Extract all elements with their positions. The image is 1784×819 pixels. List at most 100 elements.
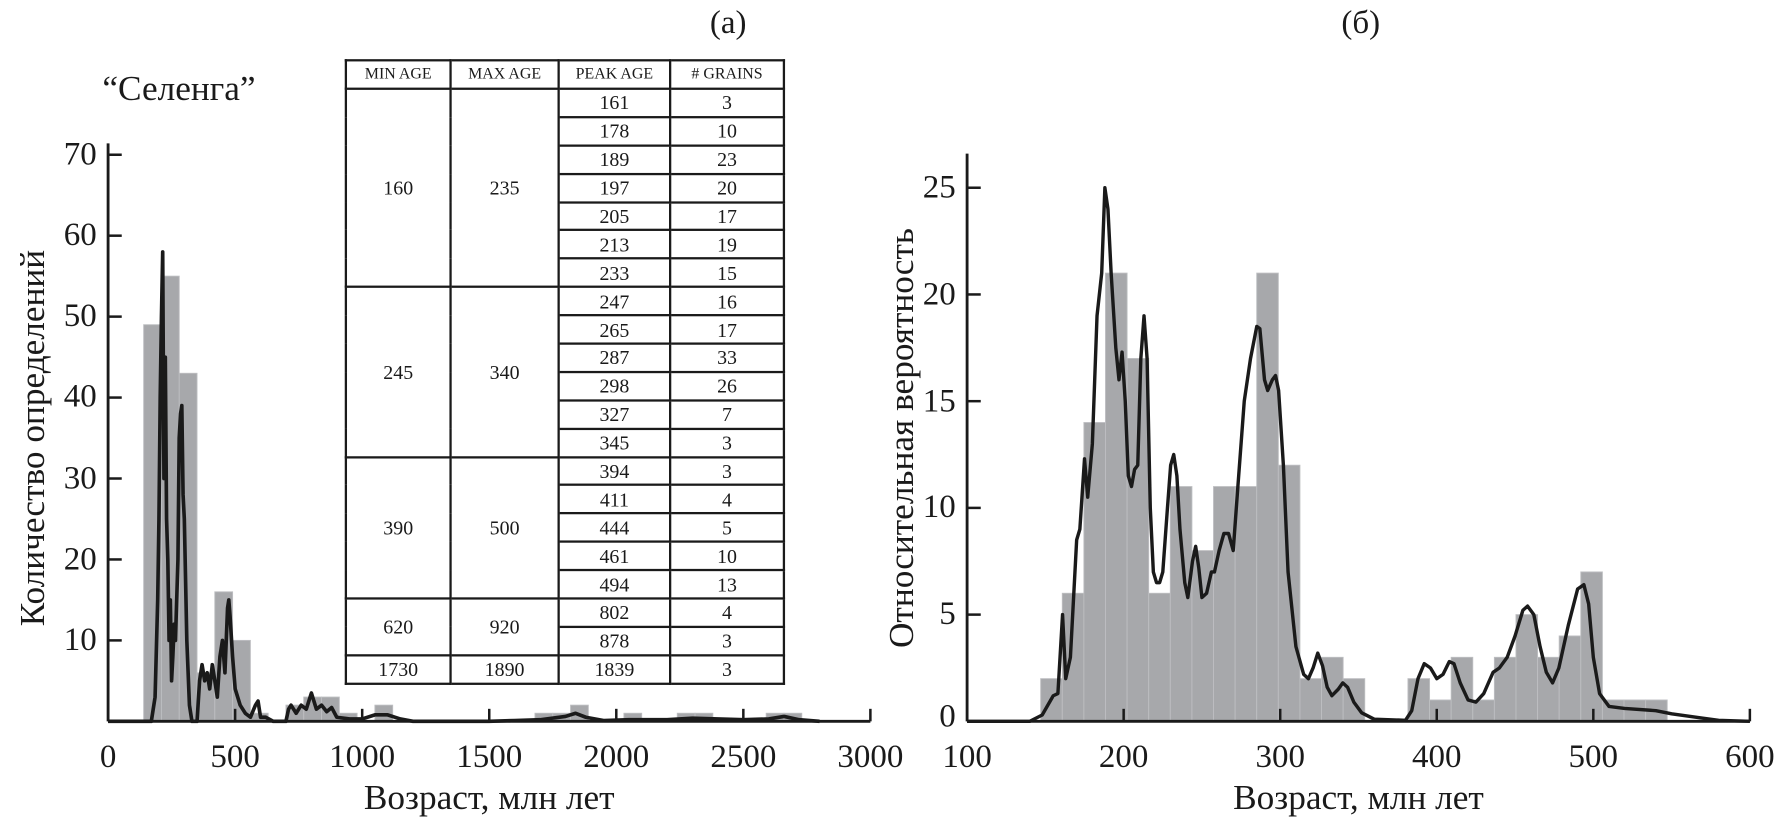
grains-cell: 16: [669, 285, 786, 317]
grains-cell: 3: [669, 654, 786, 685]
grains-cell: 13: [669, 569, 786, 600]
peak-age-cell: 327: [557, 399, 672, 430]
max-age-cell: 920: [449, 597, 560, 657]
table-row: 178 10: [346, 115, 786, 147]
x-tick-label: 2500: [710, 738, 777, 775]
table-row: 245 340 247 16: [344, 285, 786, 459]
peak-age-cell: 197: [557, 172, 672, 204]
y-tick-label: 50: [63, 297, 97, 335]
peak-age-cell: 411: [557, 484, 672, 515]
table-row: 160 235 161 3: [344, 87, 786, 289]
grains-cell: 10: [669, 540, 786, 572]
column-header: PEAK AGE: [557, 59, 672, 90]
y-axis-title-b: Относительная вероятность: [881, 228, 922, 649]
x-tick-label: 100: [942, 738, 992, 775]
y-tick-label: 10: [63, 621, 97, 659]
histogram-bar: [1299, 678, 1322, 722]
x-axis-title-b: Возраст, млн лет: [1233, 777, 1484, 817]
peak-age-cell: 233: [557, 257, 672, 289]
peak-age-cell: 189: [557, 144, 672, 175]
table-row: 1730 1890 1839 3: [344, 654, 786, 685]
grains-cell: 19: [669, 229, 786, 260]
grains-cell: 4: [669, 597, 786, 628]
x-tick-label: 300: [1255, 738, 1305, 775]
probability-curve: [967, 186, 1750, 724]
histogram-bar: [1493, 656, 1517, 722]
table-row: 878 3: [346, 625, 786, 657]
max-age-cell: 500: [449, 455, 560, 600]
histogram-bar: [1407, 678, 1431, 722]
table-row: 345 3: [346, 427, 786, 459]
peak-age-cell: 161: [557, 87, 672, 119]
grains-cell: 3: [669, 87, 786, 119]
grains-cell: 4: [669, 484, 786, 515]
histogram-bar: [1083, 422, 1106, 722]
peak-age-table: MIN AGE MAX AGE PEAK AGE # GRAINS 160 235 161 3…: [344, 59, 786, 685]
y-tick-label: 70: [63, 135, 97, 173]
column-header: MIN AGE: [344, 59, 452, 90]
y-tick-label: 5: [939, 595, 956, 633]
peak-age-cell: 1839: [557, 654, 672, 685]
table-row: 390 500 394 3: [344, 455, 786, 600]
min-age-cell: 620: [344, 597, 452, 657]
peak-age-cell: 394: [557, 455, 672, 487]
histogram-bar: [1213, 486, 1236, 722]
table-header-row: MIN AGE MAX AGE PEAK AGE # GRAINS: [344, 59, 786, 90]
panel-b-label: (б): [1341, 4, 1381, 41]
peak-age-cell: 265: [557, 314, 672, 345]
y-tick-label: 25: [922, 168, 956, 206]
y-axis-title-a: Количество определений: [11, 249, 52, 627]
grains-cell: 3: [669, 427, 786, 459]
grains-cell: 26: [669, 370, 786, 402]
y-tick-label: 60: [63, 216, 97, 254]
probability-curve: [108, 250, 820, 724]
table-row: 287 33: [346, 342, 786, 374]
peak-age-cell: 178: [557, 115, 672, 147]
y-tick-label: 15: [922, 382, 956, 419]
peak-age-cell: 345: [557, 427, 672, 459]
peak-age-cell: 213: [557, 229, 672, 260]
table-row: 233 15: [346, 257, 786, 289]
x-tick-label: 400: [1412, 738, 1462, 775]
peak-age-cell: 444: [557, 512, 672, 543]
histogram-bar: [1537, 656, 1560, 722]
table-row: 444 5: [346, 512, 786, 543]
peak-age-cell: 878: [557, 625, 672, 657]
y-tick-label: 20: [63, 540, 97, 578]
column-header: MAX AGE: [449, 59, 560, 90]
min-age-cell: 1730: [344, 654, 452, 685]
grains-cell: 7: [669, 399, 786, 430]
x-axis-title-a: Возраст, млн лет: [363, 777, 615, 817]
peak-age-cell: 494: [557, 569, 672, 600]
x-tick-label: 600: [1725, 738, 1775, 775]
table-row: 411 4: [346, 484, 786, 515]
x-tick-label: 500: [210, 738, 260, 775]
grains-cell: 10: [669, 115, 786, 147]
y-tick-label: 0: [939, 698, 956, 735]
table-row: 205 17: [346, 200, 786, 232]
x-tick-label: 1000: [329, 738, 396, 775]
table-row: 461 10: [346, 540, 786, 572]
grains-cell: 3: [669, 625, 786, 657]
grains-cell: 20: [669, 172, 786, 204]
x-tick-label: 200: [1098, 738, 1149, 775]
x-tick-label: 1500: [456, 738, 523, 775]
peak-age-cell: 287: [557, 342, 672, 374]
table-row: 213 19: [346, 229, 786, 260]
y-tick-label: 10: [922, 489, 956, 526]
table-row: 494 13: [346, 569, 786, 600]
x-tick-label: 3000: [837, 738, 904, 775]
table-row: 298 26: [346, 370, 786, 402]
grains-cell: 5: [669, 512, 786, 543]
grains-cell: 17: [669, 200, 786, 232]
y-tick-label: 20: [922, 275, 956, 313]
peak-age-cell: 247: [557, 285, 672, 317]
x-tick-label: 2000: [583, 738, 650, 775]
grains-cell: 23: [669, 144, 786, 175]
table-row: 620 920 802 4: [344, 597, 786, 657]
sample-name: “Селенга”: [102, 68, 256, 109]
peak-age-cell: 205: [557, 200, 672, 232]
grains-cell: 15: [669, 257, 786, 289]
